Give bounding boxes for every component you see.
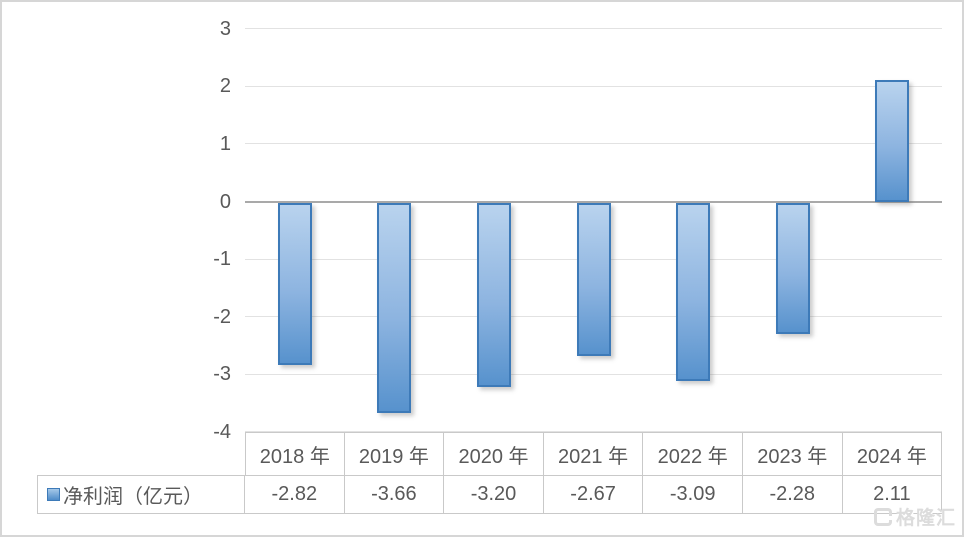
gridline xyxy=(245,431,942,433)
table-header-cell: 2019 年 xyxy=(344,432,445,475)
gelonghui-logo-icon xyxy=(873,507,892,526)
legend-swatch-icon xyxy=(47,488,60,501)
table-value-cell: -3.09 xyxy=(643,475,743,514)
gridline xyxy=(245,85,942,87)
bar-2023年 xyxy=(775,202,810,334)
bar-2019年 xyxy=(377,202,412,414)
y-axis-tick-label: 3 xyxy=(219,17,231,40)
y-axis-tick-label: 0 xyxy=(219,190,231,213)
y-axis-tick-label: -4 xyxy=(213,420,231,443)
table-header-cell: 2022 年 xyxy=(643,432,743,475)
gridline xyxy=(245,143,942,145)
bar-2022年 xyxy=(676,202,711,381)
bar-2021年 xyxy=(576,202,611,357)
table-value-cell: -2.67 xyxy=(543,475,644,514)
watermark: 格隆汇 xyxy=(873,503,956,530)
table-spacer-cell xyxy=(37,432,245,475)
table-value-cell: -2.28 xyxy=(742,475,843,514)
zero-gridline xyxy=(245,200,942,203)
table-header-cell: 2024 年 xyxy=(842,432,943,475)
y-axis-tick-label: -3 xyxy=(213,363,231,386)
legend-label: 净利润（亿元） xyxy=(63,486,203,508)
table-value-cell: 2.11 xyxy=(842,475,943,514)
y-axis-tick-label: -2 xyxy=(213,305,231,328)
y-axis-tick-label: -1 xyxy=(213,248,231,271)
gridline xyxy=(245,373,942,375)
y-axis-tick-label: 1 xyxy=(219,132,231,155)
table-header-cell: 2018 年 xyxy=(245,432,345,475)
bar-2020年 xyxy=(476,202,511,387)
y-axis-tick-label: 2 xyxy=(219,75,231,98)
table-value-cell: -3.66 xyxy=(344,475,445,514)
table-header-cell: 2020 年 xyxy=(444,432,544,475)
gridline xyxy=(245,28,942,30)
watermark-text: 格隆汇 xyxy=(895,508,956,529)
table-header-cell: 2023 年 xyxy=(742,432,843,475)
table-value-cell: -2.82 xyxy=(245,475,345,514)
data-table: 2018 年 2019 年 2020 年 2021 年 2022 年 2023 年 2024… xyxy=(37,432,943,514)
legend-cell: 净利润（亿元） xyxy=(37,475,245,514)
bar-2024年 xyxy=(875,80,910,202)
table-header-cell: 2021 年 xyxy=(543,432,644,475)
bar-2018年 xyxy=(277,202,312,365)
table-value-cell: -3.20 xyxy=(444,475,544,514)
